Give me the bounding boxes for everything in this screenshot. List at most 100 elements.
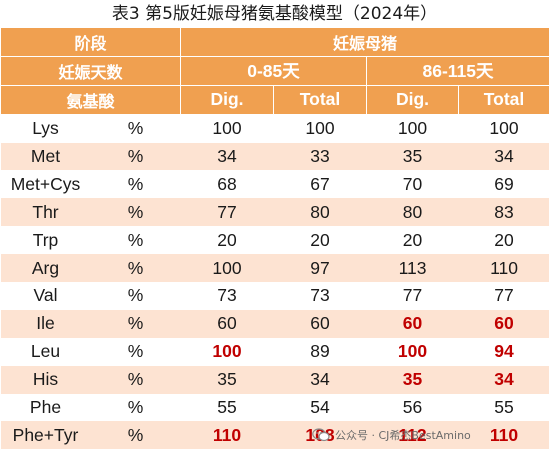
header-row-stage: 阶段 妊娠母猪	[0, 27, 549, 57]
value-cell-highlighted: 112	[366, 421, 459, 450]
period-1: 0-85天	[180, 55, 368, 86]
value-cell: 110	[458, 254, 549, 283]
value-cell: 77	[180, 198, 274, 227]
value-cell: 33	[273, 142, 367, 171]
unit-cell: %	[90, 254, 181, 283]
value-cell-highlighted: 60	[366, 309, 459, 338]
unit-cell: %	[90, 421, 181, 450]
value-cell: 100	[458, 114, 549, 143]
table-row: Arg % 100 97 113 110	[0, 254, 549, 283]
stage-label: 阶段	[0, 27, 182, 57]
table-row: Thr % 77 80 80 83	[0, 198, 549, 227]
unit-cell: %	[90, 309, 181, 338]
watermark-text: 公众号 · CJ希杰BestAmino	[335, 429, 471, 442]
value-cell: 69	[458, 170, 549, 199]
value-cell: 83	[458, 198, 549, 227]
amino-acid-name: Lys	[0, 114, 91, 143]
amino-acid-name: Leu	[0, 337, 91, 366]
table-title: 表3 第5版妊娠母猪氨基酸模型（2024年）	[111, 4, 438, 24]
value-cell: 56	[366, 393, 459, 422]
unit-cell: %	[90, 198, 181, 227]
unit-cell: %	[90, 226, 181, 255]
amino-acid-name: Arg	[0, 254, 91, 283]
unit-cell: %	[90, 114, 181, 143]
amino-acid-name: Phe+Tyr	[0, 421, 91, 450]
value-cell: 77	[366, 282, 459, 310]
value-cell-highlighted: 100	[366, 337, 459, 366]
value-cell: 20	[366, 226, 459, 255]
value-cell: 77	[458, 282, 549, 310]
amino-acid-name: Ile	[0, 309, 91, 338]
table-row: Lys % 100 100 100 100	[0, 114, 549, 143]
value-cell: 34	[180, 142, 274, 171]
amino-acid-name: Met+Cys	[0, 170, 91, 199]
value-cell: 100	[273, 114, 367, 143]
table-row: Phe+Tyr % 110 108 112 110	[0, 421, 549, 450]
value-cell: 55	[458, 393, 549, 422]
watermark: 公众号 · CJ希杰BestAmino	[312, 423, 471, 447]
stage-value: 妊娠母猪	[180, 27, 549, 57]
value-cell: 100	[180, 254, 274, 283]
col-dig-2: Dig.	[366, 84, 460, 115]
col-total-1: Total	[273, 84, 368, 115]
col-total-2: Total	[458, 84, 549, 115]
col-dig-1: Dig.	[180, 84, 275, 115]
value-cell-highlighted: 100	[180, 337, 274, 366]
table-row: Leu % 100 89 100 94	[0, 337, 549, 366]
value-cell-highlighted: 34	[458, 365, 549, 394]
amino-acid-name: Val	[0, 282, 91, 310]
amino-acid-name: Trp	[0, 226, 91, 255]
value-cell-highlighted: 94	[458, 337, 549, 366]
amino-acid-label: 氨基酸	[0, 84, 182, 115]
value-cell: 80	[366, 198, 459, 227]
value-cell-highlighted: 110	[458, 421, 549, 450]
amino-acid-name: His	[0, 365, 91, 394]
unit-cell: %	[90, 142, 181, 171]
amino-acid-name: Met	[0, 142, 91, 171]
value-cell: 34	[458, 142, 549, 171]
unit-cell: %	[90, 365, 181, 394]
amino-acid-name: Phe	[0, 393, 91, 422]
header-row-days: 妊娠天数 0-85天 86-115天	[0, 55, 549, 86]
table-row: Val % 73 73 77 77	[0, 282, 549, 310]
table-row: Met % 34 33 35 34	[0, 142, 549, 171]
value-cell: 60	[273, 309, 367, 338]
amino-acid-table: 阶段 妊娠母猪 妊娠天数 0-85天 86-115天 氨基酸 Dig. Tota…	[0, 27, 549, 450]
value-cell-highlighted: 35	[366, 365, 459, 394]
value-cell: 100	[366, 114, 459, 143]
value-cell: 68	[180, 170, 274, 199]
value-cell: 89	[273, 337, 367, 366]
value-cell: 67	[273, 170, 367, 199]
value-cell: 20	[273, 226, 367, 255]
amino-acid-name: Thr	[0, 198, 91, 227]
value-cell: 113	[366, 254, 459, 283]
table-row: His % 35 34 35 34	[0, 365, 549, 394]
unit-cell: %	[90, 282, 181, 310]
wechat-icon	[312, 428, 330, 442]
unit-cell: %	[90, 170, 181, 199]
unit-cell: %	[90, 337, 181, 366]
table-row: Met+Cys % 68 67 70 69	[0, 170, 549, 199]
value-cell: 20	[180, 226, 274, 255]
value-cell: 54	[273, 393, 367, 422]
value-cell: 100	[180, 114, 274, 143]
value-cell: 34	[273, 365, 367, 394]
days-label: 妊娠天数	[0, 55, 182, 86]
value-cell: 35	[180, 365, 274, 394]
value-cell: 35	[366, 142, 459, 171]
value-cell: 73	[273, 282, 367, 310]
value-cell: 80	[273, 198, 367, 227]
period-2: 86-115天	[366, 55, 549, 86]
table-row: Trp % 20 20 20 20	[0, 226, 549, 255]
value-cell-highlighted: 60	[458, 309, 549, 338]
value-cell: 97	[273, 254, 367, 283]
value-cell-highlighted: 110	[180, 421, 274, 450]
value-cell: 55	[180, 393, 274, 422]
value-cell: 73	[180, 282, 274, 310]
unit-cell: %	[90, 393, 181, 422]
value-cell: 60	[180, 309, 274, 338]
table-row: Phe % 55 54 56 55	[0, 393, 549, 422]
table-row: Ile % 60 60 60 60	[0, 309, 549, 338]
header-row-columns: 氨基酸 Dig. Total Dig. Total	[0, 84, 549, 115]
value-cell: 70	[366, 170, 459, 199]
